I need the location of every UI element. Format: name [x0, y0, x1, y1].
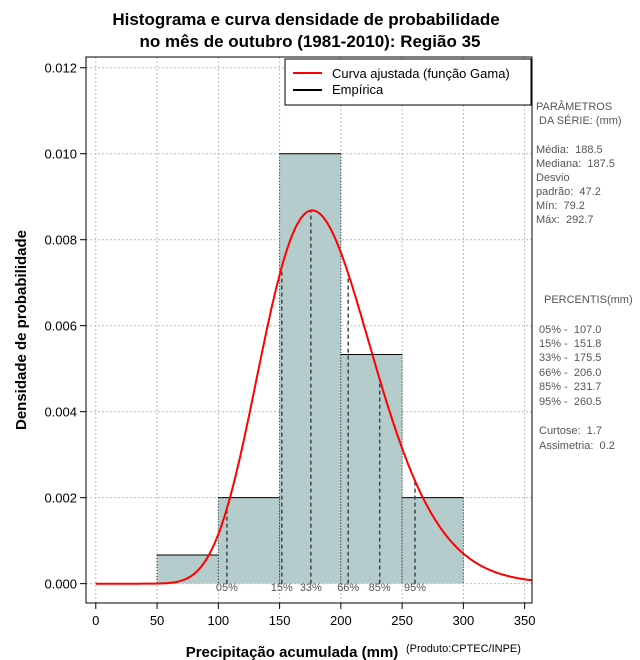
- stats-panel: PARÂMETROS DA SÉRIE: (mm) Média: 188.5 M…: [536, 100, 633, 452]
- y-tick-label: 0.010: [44, 147, 77, 162]
- percentile-marker-label: 85%: [369, 582, 391, 594]
- stat-mediana: Mediana: 187.5: [536, 158, 615, 170]
- legend-fit-label: Curva ajustada (função Gama): [332, 66, 510, 81]
- gamma-fit-curve: [95, 209, 533, 585]
- legend-box: [284, 58, 532, 106]
- histogram-bar: [340, 354, 403, 584]
- percentile-marker-label: 95%: [404, 582, 426, 594]
- percentile-row: 66% - 206.0: [539, 367, 601, 379]
- stat-max: Máx: 292.7: [536, 214, 593, 226]
- percentile-row: 33% - 175.5: [539, 352, 601, 364]
- percentile-row: 85% - 231.7: [539, 381, 601, 393]
- x-tick-label: 250: [391, 613, 413, 628]
- histogram-bar: [157, 554, 219, 584]
- y-tick-label: 0.004: [44, 405, 77, 420]
- chart-title-line2: no mês de outubro (1981-2010): Região 35: [139, 32, 480, 51]
- x-tick-label: 350: [514, 613, 536, 628]
- percentile-marker-label: 05%: [216, 582, 238, 594]
- y-axis-label: Densidade de probabilidade: [13, 230, 30, 430]
- x-axis-label: Precipitação acumulada (mm): [186, 644, 399, 660]
- percentile-markers: 05% 15% 33% 66% 85% 95%: [216, 210, 426, 594]
- curve-layer: [95, 209, 533, 585]
- stat-assimetria: Assimetria: 0.2: [539, 440, 615, 452]
- percentile-row: 15% - 151.8: [539, 338, 601, 350]
- y-tick-label: 0.008: [44, 233, 77, 248]
- chart-title-line1: Histograma e curva densidade de probabil…: [112, 10, 499, 29]
- histogram-bar: [218, 497, 280, 584]
- stat-media: Média: 188.5: [536, 144, 603, 156]
- percentile-marker-label: 66%: [337, 582, 359, 594]
- histogram-bar: [402, 497, 464, 584]
- params-title-2: DA SÉRIE: (mm): [536, 114, 622, 127]
- stat-curtose: Curtose: 1.7: [539, 425, 602, 437]
- x-tick-label: 300: [453, 613, 475, 628]
- x-tick-label: 200: [330, 613, 352, 628]
- percentile-row: 95% - 260.5: [539, 396, 601, 408]
- percentis-title: PERCENTIS(mm): [544, 294, 633, 306]
- plot-frame: [85, 56, 533, 604]
- x-tick-label: 100: [207, 613, 229, 628]
- x-tick-label: 0: [92, 613, 99, 628]
- y-tick-label: 0.002: [44, 491, 77, 506]
- stat-desvio: Desvio: [536, 172, 570, 184]
- axis-ticks: 0 50 100 150 200 250 300 350 0.000 0.002 0.004 0.00…: [44, 61, 535, 628]
- legend: Curva ajustada (função Gama) Empírica: [284, 58, 532, 106]
- percentile-row: 05% - 107.0: [539, 324, 601, 336]
- params-title-1: PARÂMETROS: [536, 100, 612, 113]
- y-tick-label: 0.012: [44, 61, 77, 76]
- percentile-marker-label: 15%: [271, 582, 293, 594]
- product-credit: (Produto:CPTEC/INPE): [406, 643, 521, 655]
- stat-min: Mín: 79.2: [536, 200, 585, 212]
- y-tick-label: 0.006: [44, 319, 77, 334]
- y-tick-label: 0.000: [44, 577, 77, 592]
- x-tick-label: 150: [269, 613, 291, 628]
- legend-empirical-label: Empírica: [332, 82, 384, 97]
- percentile-marker-label: 33%: [300, 582, 322, 594]
- stat-padrao: padrão: 47.2: [536, 186, 601, 198]
- x-tick-label: 50: [150, 613, 164, 628]
